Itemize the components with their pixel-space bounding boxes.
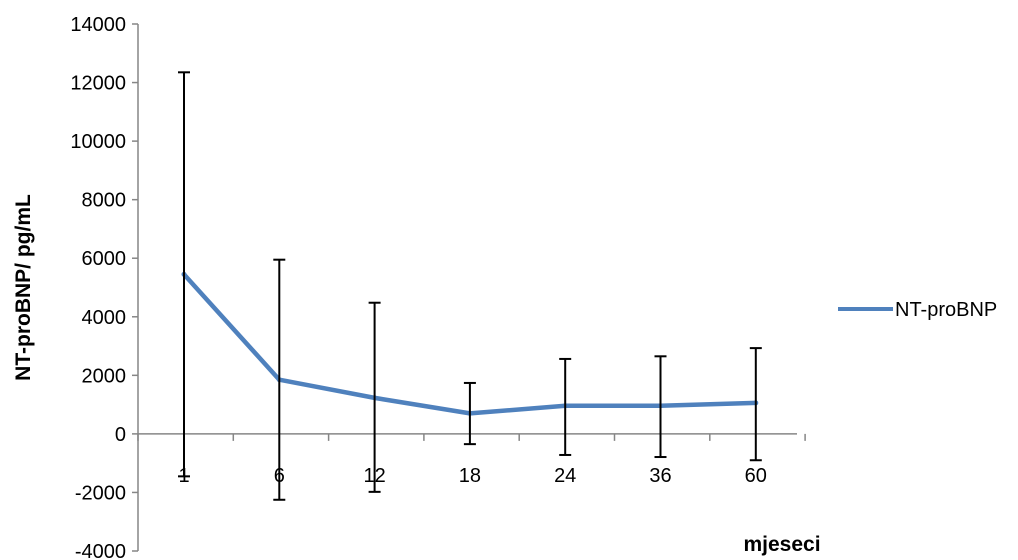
y-tick-label: 4000 <box>82 307 127 329</box>
y-axis: 14000 12000 10000 8000 6000 4000 2000 0 -2000 -40… <box>70 14 139 560</box>
y-tick-label: -2000 <box>75 482 126 504</box>
x-tick-label: 1 <box>178 465 189 487</box>
x-tick-label: 36 <box>649 465 671 487</box>
y-tick-label: 8000 <box>82 190 127 212</box>
y-tick-label: 6000 <box>82 248 127 270</box>
x-axis-title: mjeseci <box>743 533 820 556</box>
error-bar <box>178 71 190 478</box>
x-tick-label: 60 <box>745 465 767 487</box>
y-tick-label: 12000 <box>70 73 126 95</box>
legend-label: NT-proBNP <box>895 299 997 321</box>
y-tick-label: 2000 <box>82 365 127 387</box>
x-tick-label: 18 <box>459 465 481 487</box>
y-tick-label: -4000 <box>75 541 126 560</box>
error-bar <box>654 355 667 459</box>
x-tick-label: 24 <box>554 465 576 487</box>
x-tick-labels: 1 6 12 18 24 36 60 <box>178 465 766 487</box>
error-bar <box>368 301 381 493</box>
error-bar <box>463 381 476 446</box>
error-bar <box>559 357 572 456</box>
y-tick-label: 14000 <box>70 14 126 36</box>
y-axis-title: NT-proBNP/ pg/mL <box>12 194 35 381</box>
error-bar <box>749 347 762 462</box>
y-tick-label: 10000 <box>70 131 126 153</box>
error-bars <box>178 71 762 501</box>
x-axis <box>137 433 806 441</box>
y-tick-label: 0 <box>115 424 126 446</box>
error-bar <box>273 258 286 501</box>
legend: NT-proBNP <box>838 299 997 321</box>
x-tick-label: 6 <box>274 465 285 487</box>
x-tick-label: 12 <box>363 465 385 487</box>
